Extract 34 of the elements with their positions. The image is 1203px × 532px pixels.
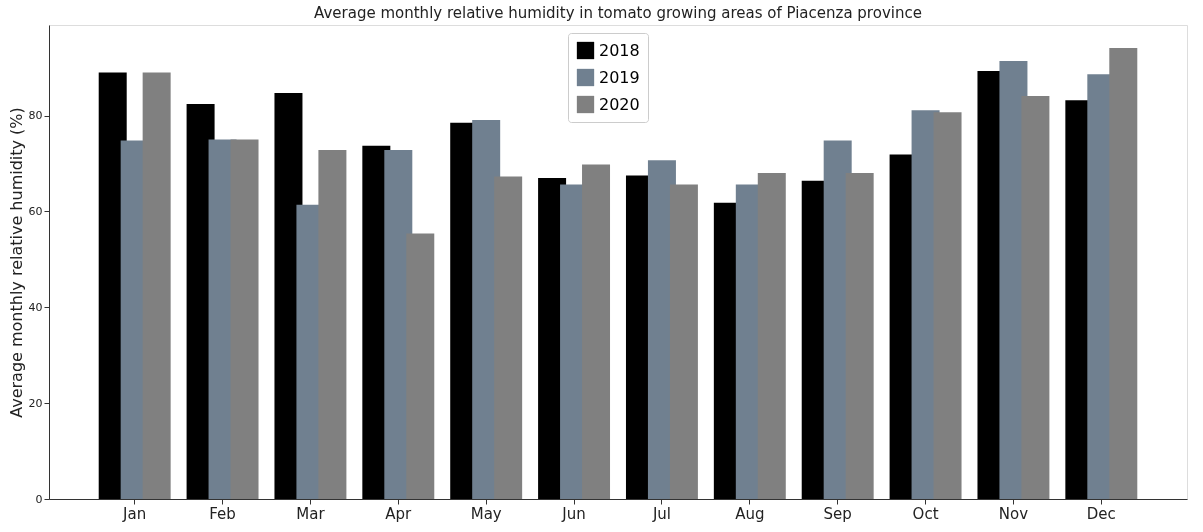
legend-label: 2019 [599, 67, 640, 87]
x-tick-label: Jan [122, 504, 147, 523]
bar [494, 176, 523, 499]
bar [757, 173, 786, 499]
x-tick-label: May [470, 504, 502, 523]
bar [669, 184, 698, 499]
y-axis-title: Average monthly relative humidity (%) [6, 107, 26, 418]
y-tick-label: 60 [28, 204, 43, 218]
x-tick-label: Mar [296, 504, 326, 523]
bar [1021, 95, 1050, 499]
bar [230, 139, 259, 499]
x-tick-label: Feb [209, 504, 236, 523]
x-tick-label: Dec [1086, 504, 1116, 523]
y-tick-label: 40 [28, 300, 43, 314]
bar [933, 112, 962, 499]
x-tick-label: Aug [735, 504, 765, 523]
chart-title: Average monthly relative humidity in tomato growing areas of Piacenza province [314, 4, 922, 22]
y-tick-label: 80 [28, 109, 43, 123]
x-tick-label: Jun [561, 504, 586, 523]
bar [318, 150, 347, 499]
x-tick-label: Sep [823, 504, 852, 523]
bar [582, 164, 611, 499]
bar [406, 233, 435, 499]
x-tick-label: Oct [912, 504, 939, 523]
bar [845, 173, 874, 499]
y-tick-label: 0 [35, 492, 43, 506]
y-tick-label: 20 [28, 396, 43, 410]
bar [142, 72, 171, 499]
bar [1109, 48, 1138, 499]
legend-label: 2020 [599, 94, 640, 114]
x-tick-label: Nov [998, 504, 1029, 523]
x-tick-label: Jul [651, 504, 671, 523]
x-tick-label: Apr [385, 504, 413, 523]
legend-label: 2018 [599, 40, 640, 60]
